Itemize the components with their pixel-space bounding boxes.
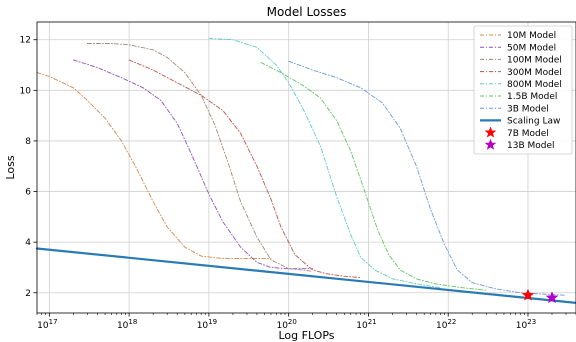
legend-label-300m-model: 300M Model xyxy=(507,68,562,78)
y-axis-ticks: 2 4 6 8 10 12 xyxy=(20,36,37,299)
x-tick-label-base: 10 xyxy=(436,321,448,331)
x-tick-label-exponent: 20 xyxy=(288,318,297,326)
x-tick-label-exponent: 17 xyxy=(49,318,58,326)
x-tick-label: 1022 xyxy=(436,318,456,331)
series-line-1-5b-model xyxy=(260,62,487,291)
y-tick-label: 10 xyxy=(20,86,32,96)
series-line-800m-model xyxy=(208,38,441,289)
y-tick-label: 6 xyxy=(25,188,31,198)
y-tick-label: 4 xyxy=(25,238,31,248)
legend-label-100m-model: 100M Model xyxy=(507,56,562,66)
series-line-100m-model xyxy=(86,43,314,272)
marker-7b-model xyxy=(521,288,535,301)
legend-label-800m-model: 800M Model xyxy=(507,80,562,90)
legend-label-1-5b-model: 1.5B Model xyxy=(507,92,557,102)
x-tick-label-exponent: 23 xyxy=(527,318,536,326)
legend-label-13b-model: 13B Model xyxy=(507,141,555,151)
y-tick-label: 8 xyxy=(25,137,31,147)
x-axis-ticks: 1017 1018 1019 1020 1021 1022 1023 xyxy=(37,313,536,331)
x-tick-label: 1017 xyxy=(37,318,57,331)
x-tick-label: 1023 xyxy=(516,318,536,331)
x-tick-label: 1019 xyxy=(197,318,217,331)
series-group xyxy=(35,38,576,304)
x-tick-label-base: 10 xyxy=(356,321,368,331)
y-axis-label: Loss xyxy=(4,155,17,179)
x-tick-label-base: 10 xyxy=(37,321,49,331)
legend-label-3b-model: 3B Model xyxy=(507,104,549,114)
y-tick-label: 12 xyxy=(20,36,31,46)
series-line-50m-model xyxy=(72,59,314,270)
x-tick-label-base: 10 xyxy=(197,321,209,331)
x-axis-label: Log FLOPs xyxy=(278,329,334,342)
legend-swatch-13b-model xyxy=(484,138,497,150)
chart-title: Model Losses xyxy=(267,5,347,19)
legend-box xyxy=(473,25,573,155)
x-tick-label-base: 10 xyxy=(117,321,129,331)
series-line-3b-model xyxy=(288,60,567,296)
x-tick-label: 1020 xyxy=(276,318,296,331)
marker-group xyxy=(521,288,559,304)
legend: 10M Model 50M Model 100M Model 300M Model 80… xyxy=(473,25,573,155)
x-tick-label-exponent: 22 xyxy=(447,318,456,326)
x-tick-label-exponent: 18 xyxy=(128,318,137,326)
marker-13b-model xyxy=(545,291,559,304)
legend-label-50m-model: 50M Model xyxy=(507,43,556,53)
legend-swatch-7b-model xyxy=(484,126,497,138)
x-tick-label: 1021 xyxy=(356,318,376,331)
series-line-scaling-law xyxy=(35,247,576,304)
legend-label-10m-model: 10M Model xyxy=(507,31,556,41)
x-tick-label: 1018 xyxy=(117,318,137,331)
x-tick-label-exponent: 21 xyxy=(368,318,377,326)
plot-frame xyxy=(36,21,576,314)
x-tick-label-base: 10 xyxy=(516,321,528,331)
x-tick-label-exponent: 19 xyxy=(208,318,217,326)
legend-label-7b-model: 7B Model xyxy=(507,129,549,139)
series-line-300m-model xyxy=(128,59,362,279)
x-tick-label-base: 10 xyxy=(276,321,288,331)
y-tick-label: 2 xyxy=(25,289,31,299)
legend-label-scaling-law: Scaling Law xyxy=(507,117,560,127)
series-line-10m-model xyxy=(36,72,272,260)
